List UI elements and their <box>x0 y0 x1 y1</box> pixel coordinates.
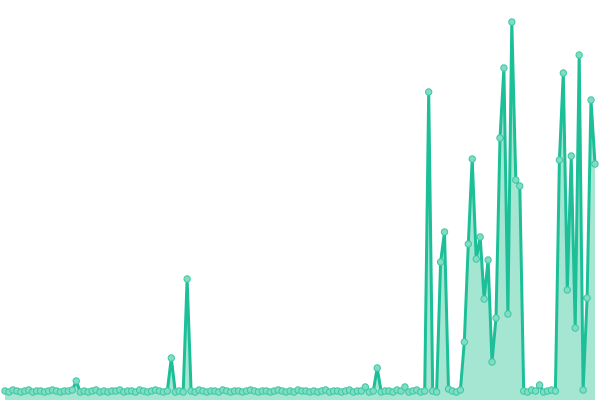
data-point <box>535 381 544 389</box>
data-point <box>440 228 449 236</box>
data-point <box>460 338 469 346</box>
data-point <box>401 383 409 391</box>
data-point <box>531 387 540 395</box>
data-point <box>456 386 465 394</box>
data-point <box>500 64 508 72</box>
data-point <box>468 155 476 163</box>
data-point <box>464 240 472 248</box>
data-point <box>183 275 191 283</box>
data-point <box>373 364 381 372</box>
data-point <box>579 386 587 394</box>
data-point <box>488 358 496 366</box>
data-point <box>587 96 595 104</box>
data-point <box>563 286 571 294</box>
data-point <box>432 388 441 396</box>
data-point <box>472 255 480 263</box>
data-point <box>163 387 172 395</box>
data-points <box>1 18 599 396</box>
data-point <box>512 176 520 184</box>
data-point <box>575 51 583 59</box>
data-point <box>68 386 77 394</box>
data-point <box>179 388 187 396</box>
data-point <box>421 387 429 395</box>
data-point <box>559 69 568 77</box>
data-point <box>167 354 176 362</box>
data-point <box>496 134 504 142</box>
data-point <box>484 256 492 264</box>
data-point <box>504 310 512 318</box>
data-point <box>583 294 591 302</box>
data-point <box>516 182 524 190</box>
data-point <box>492 314 500 322</box>
data-point <box>476 233 484 241</box>
data-point <box>369 387 377 395</box>
data-point <box>72 377 80 385</box>
data-point <box>508 18 516 26</box>
data-point <box>551 387 560 395</box>
data-point <box>436 258 445 266</box>
data-point <box>424 88 433 96</box>
data-point <box>361 383 370 391</box>
data-point <box>480 295 488 303</box>
data-point <box>591 160 599 168</box>
data-point <box>571 324 579 332</box>
data-point <box>567 152 575 160</box>
data-point <box>555 156 564 164</box>
